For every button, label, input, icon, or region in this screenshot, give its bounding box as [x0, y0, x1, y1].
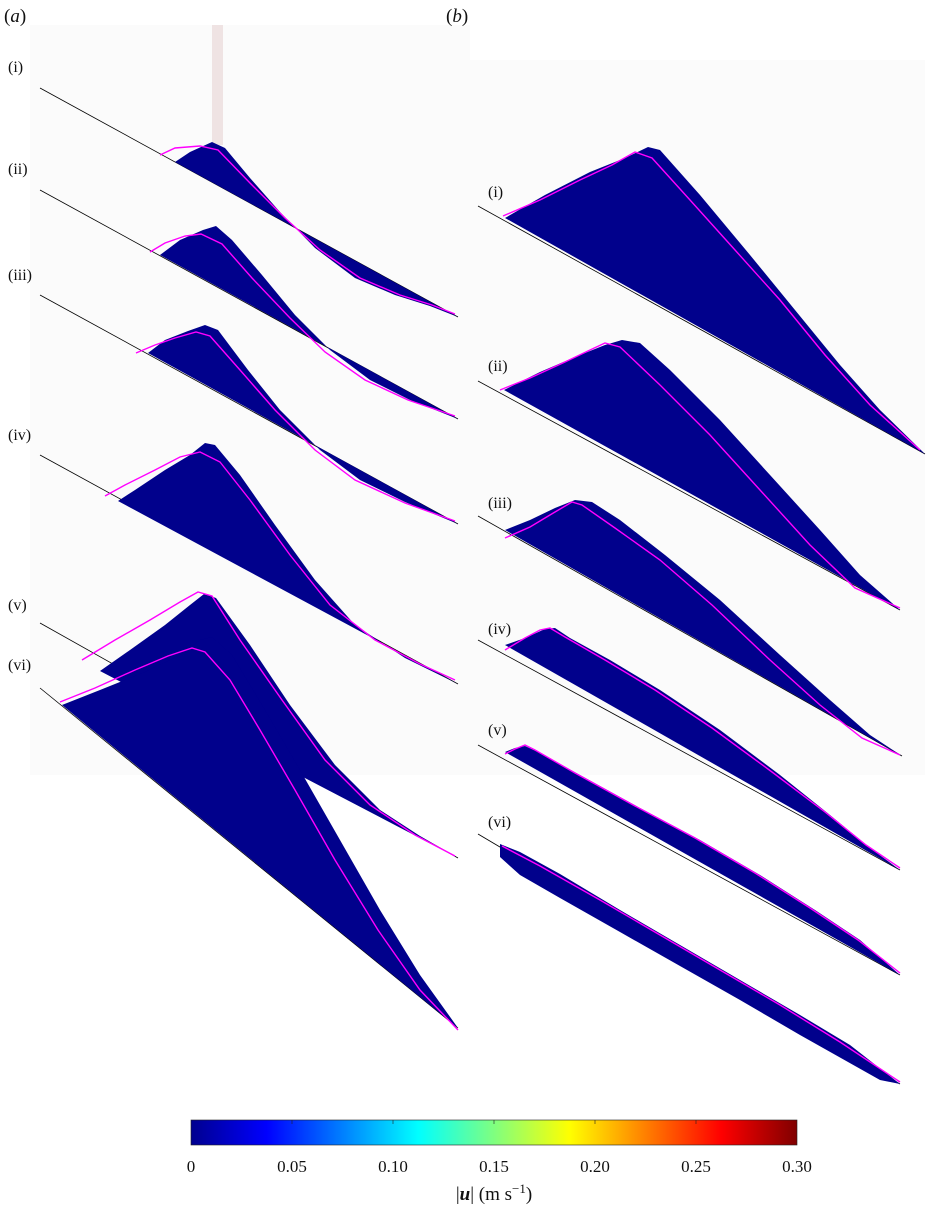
panel-a-letter-text: a: [10, 6, 20, 27]
granular-pile: [175, 142, 458, 317]
pane-label: (vi): [488, 814, 511, 831]
pane-label: (i): [488, 184, 503, 201]
pane-label: (ii): [488, 358, 508, 375]
pane-label: (v): [488, 722, 507, 739]
panel-b-v: (v): [477, 722, 901, 976]
surface-profile-line: [499, 342, 901, 609]
granular-pile: [62, 637, 458, 1028]
granular-pile: [160, 226, 458, 419]
surface-profile-line: [501, 845, 901, 1083]
slope-line: [477, 515, 903, 757]
surface-profile-line: [159, 145, 456, 315]
panel-a-iv: (iv): [8, 427, 459, 685]
camera-artifact-stripe: [212, 25, 223, 145]
surface-profile-line: [135, 331, 456, 522]
pane-label: (iii): [8, 267, 32, 284]
colorbar-tick-label: 0.05: [277, 1157, 307, 1176]
colorbar-tick-label: 0.30: [782, 1157, 812, 1176]
pane-label: (iii): [488, 495, 512, 512]
pane-label: (vi): [8, 657, 31, 674]
colorbar-tick-label: 0.20: [580, 1157, 610, 1176]
panel-b-vi: (vi): [477, 814, 901, 1085]
colorbar: 0 0.05 0.10 0.15 0.20 0.25 0.30 |u| (m s…: [187, 1119, 812, 1205]
granular-pile: [505, 147, 925, 454]
pane-label: (ii): [8, 161, 28, 178]
pane-label: (iv): [488, 621, 511, 638]
granular-pile: [505, 500, 902, 756]
granular-pile: [505, 746, 900, 975]
colorbar-gradient: [190, 1119, 798, 1146]
panel-a-vi: (vi): [8, 637, 459, 1031]
panel-a-iii: (iii): [8, 267, 459, 525]
colorbar-tick-label: 0.15: [479, 1157, 509, 1176]
slope-line: [477, 205, 926, 455]
slope-line: [477, 639, 901, 871]
granular-pile: [148, 325, 458, 524]
colorbar-tick-label: 0.25: [681, 1157, 711, 1176]
panel-b-letter: (b): [446, 6, 468, 27]
surface-profile-line: [504, 627, 901, 869]
pane-label: (i): [8, 59, 23, 76]
surface-profile-line: [81, 591, 456, 857]
pane-label: (v): [8, 597, 27, 614]
pane-label: (iv): [8, 427, 31, 444]
panel-b-i: (i): [477, 147, 926, 455]
granular-pile: [505, 628, 900, 870]
colorbar-title: |u| (m s−1): [456, 1181, 532, 1205]
slope-line: [39, 687, 459, 1029]
panel-a-ii: (ii): [8, 161, 459, 420]
surface-profile-line: [504, 501, 901, 756]
slope-line: [477, 744, 901, 976]
surface-profile-line: [502, 151, 921, 451]
panel-b-iv: (iv): [477, 621, 901, 871]
granular-pile: [118, 443, 458, 684]
colorbar-tick-label: 0.10: [378, 1157, 408, 1176]
surface-profile-line: [104, 451, 456, 681]
surface-profile-line: [504, 744, 901, 974]
granular-pile: [500, 844, 900, 1084]
slope-line: [477, 380, 901, 611]
granular-pile: [504, 340, 900, 610]
surface-profile-line: [149, 233, 456, 417]
panel-a-i: (i): [8, 59, 459, 318]
panel-b-letter-text: b: [452, 6, 462, 27]
surface-profile-line: [59, 647, 459, 1031]
colorbar-ticks: [291, 1120, 697, 1124]
panel-b-ii: (ii): [477, 340, 901, 611]
panel-b-iii: (iii): [477, 495, 903, 757]
colorbar-tick-label: 0: [187, 1157, 196, 1176]
panel-a-letter: (a): [4, 6, 26, 27]
